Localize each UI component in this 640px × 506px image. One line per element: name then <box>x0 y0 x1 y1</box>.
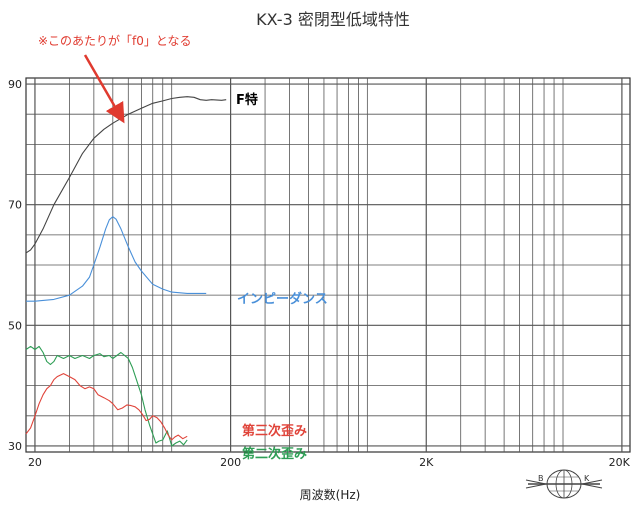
y-tick-label: 30 <box>8 440 22 453</box>
logo-letter-b: B <box>538 474 544 483</box>
f0-arrow <box>83 54 125 124</box>
x-tick-label: 20 <box>28 456 42 469</box>
y-tick-label: 50 <box>8 319 22 332</box>
y-tick-label: 90 <box>8 78 22 91</box>
chart-title: KX-3 密閉型低域特性 <box>256 10 410 29</box>
f0-annotation: ※このあたりが「f0」となる <box>38 33 192 48</box>
bk-logo: B K <box>525 469 603 499</box>
label-third-harmonic: 第三次歪み <box>242 423 307 439</box>
label-f-response: F特 <box>236 92 258 108</box>
x-tick-label: 200 <box>220 456 241 469</box>
plot-grid <box>25 77 631 453</box>
series-layer <box>25 96 227 447</box>
x-tick-label: 2K <box>419 456 434 469</box>
series-line-impedance <box>26 216 207 302</box>
series-line-second-harmonic <box>25 345 188 447</box>
series-line-f-response <box>25 96 227 254</box>
x-axis-label: 周波数(Hz) <box>300 487 361 502</box>
label-second-harmonic: 第二次歪み <box>242 446 307 462</box>
logo-letter-k: K <box>584 474 590 483</box>
y-tick-label: 70 <box>8 199 22 212</box>
series-line-third-harmonic <box>25 373 188 441</box>
y-axis-ticks: 90 70 50 30 <box>8 78 22 453</box>
label-impedance: インピーダンス <box>237 291 328 307</box>
x-tick-label: 20K <box>609 456 631 469</box>
x-axis-ticks: 20 200 2K 20K <box>28 456 631 469</box>
